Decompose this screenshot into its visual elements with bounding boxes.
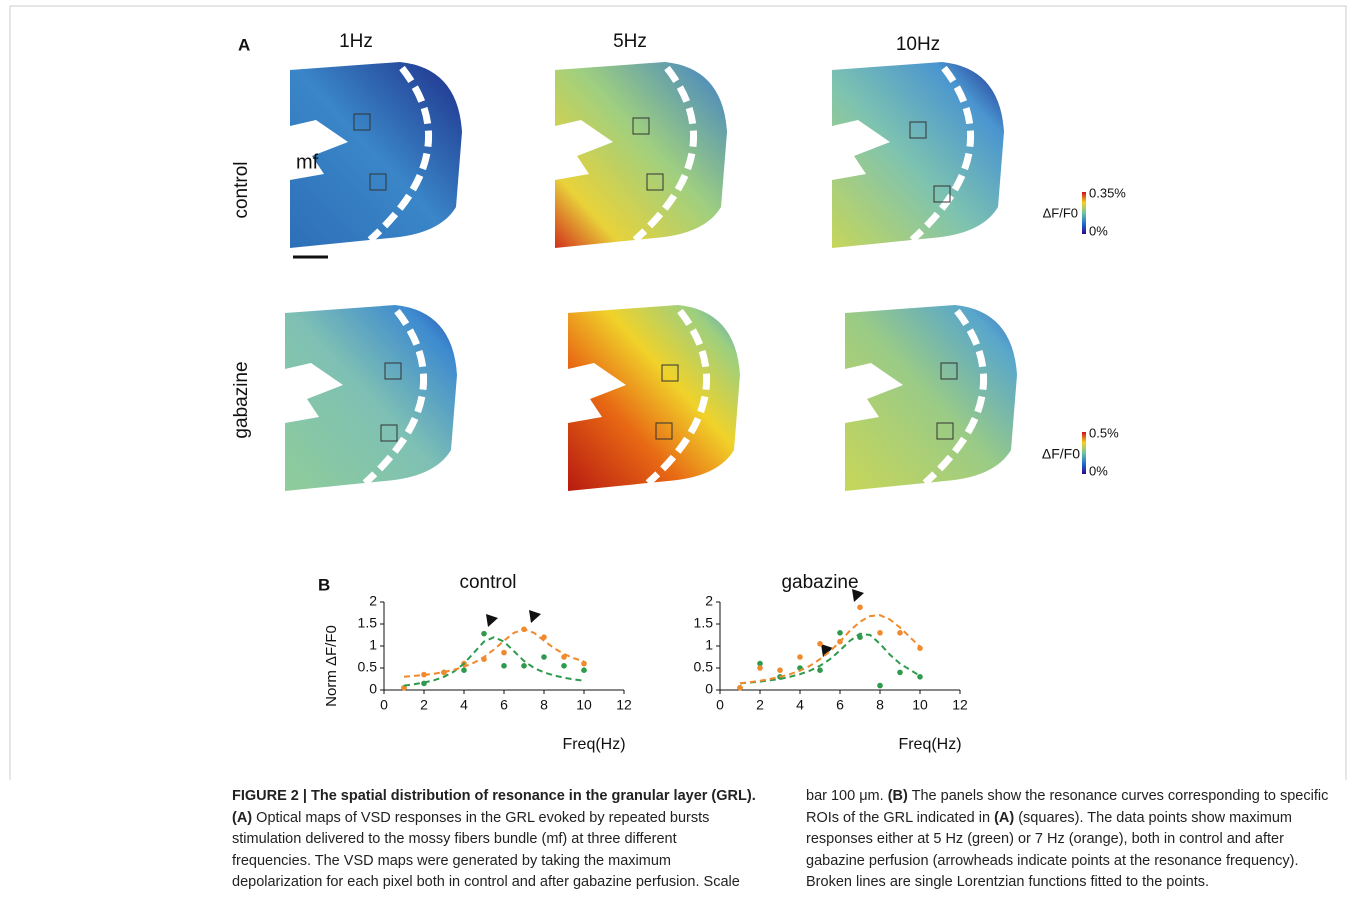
y-tick-label: 1 <box>705 637 713 653</box>
maps <box>285 62 1017 491</box>
x-tick-label: 10 <box>576 697 592 713</box>
figure: A 1Hz 5Hz 10Hz control gabazine mf 0.35%… <box>9 5 1347 780</box>
panel-label: B <box>318 575 330 594</box>
y-tick-label: 0.5 <box>694 659 714 675</box>
data-point <box>737 685 743 691</box>
y-tick-label: 2 <box>369 593 377 609</box>
caption-text: (A) <box>994 809 1015 826</box>
x-axis-label: Freq(Hz) <box>898 736 961 753</box>
data-point <box>501 649 507 656</box>
caption-text: (squares). The data points show maximum … <box>806 809 1299 891</box>
y-axis-label: Norm ΔF/F0 <box>323 625 340 707</box>
data-point <box>817 667 823 673</box>
colorbar-min: 0% <box>1089 463 1108 478</box>
data-point <box>521 663 527 669</box>
colorbar-min: 0% <box>1089 223 1108 238</box>
data-point <box>581 667 587 673</box>
y-tick-label: 2 <box>705 593 713 609</box>
caption-text: The panels show the resonance curves cor… <box>806 788 1329 826</box>
y-tick-label: 1.5 <box>694 615 714 631</box>
y-tick-label: 1.5 <box>358 615 378 631</box>
colorbar <box>1082 192 1086 234</box>
colorbar-label: ΔF/F0 <box>1042 446 1080 462</box>
data-point <box>501 663 507 669</box>
colorbar-max: 0.5% <box>1089 425 1119 440</box>
map <box>285 305 457 491</box>
x-tick-label: 2 <box>420 697 428 713</box>
caption-text: (B) <box>887 788 908 804</box>
map <box>832 62 1004 248</box>
data-point <box>757 660 763 667</box>
map <box>555 62 727 248</box>
x-tick-label: 2 <box>756 697 764 713</box>
y-tick-label: 0 <box>705 681 713 697</box>
frame <box>9 5 1347 780</box>
column-label: 10Hz <box>896 34 940 55</box>
data-point <box>581 660 587 667</box>
x-tick-label: 12 <box>616 697 632 713</box>
x-tick-label: 0 <box>716 697 724 713</box>
y-tick-label: 0.5 <box>358 659 378 675</box>
x-tick-label: 0 <box>380 697 388 713</box>
caption-text: FIGURE 2 | The spatial distribution of r… <box>232 788 756 804</box>
data-point <box>837 630 843 636</box>
data-point <box>777 667 783 673</box>
fit-line <box>739 614 921 685</box>
x-tick-label: 4 <box>796 697 804 713</box>
x-tick-label: 8 <box>876 697 884 713</box>
arrowheads <box>486 589 864 657</box>
data-point <box>877 630 883 636</box>
caption-text: (A) <box>232 809 253 826</box>
data-point <box>877 682 883 689</box>
caption-text: Optical maps of VSD responses in the GRL… <box>232 788 888 890</box>
data-point <box>757 665 763 671</box>
colorbar-label: ΔF/F0 <box>1043 205 1078 220</box>
x-tick-label: 4 <box>460 697 468 713</box>
x-tick-label: 12 <box>952 697 968 713</box>
data-point <box>797 654 803 660</box>
fit-line <box>403 636 585 687</box>
fit-line <box>403 628 585 678</box>
data-point <box>917 674 923 680</box>
y-tick-label: 1 <box>369 637 377 653</box>
map <box>568 305 740 491</box>
x-tick-label: 6 <box>836 697 844 713</box>
map <box>290 62 462 248</box>
colorbar <box>1082 432 1086 474</box>
colorbar-max: 0.35% <box>1089 185 1126 200</box>
y-tick-label: 0 <box>369 681 377 697</box>
x-tick-label: 8 <box>540 697 548 713</box>
column-label: 1Hz <box>339 31 373 52</box>
data-point <box>561 663 567 669</box>
map <box>845 305 1017 491</box>
x-axis-label: Freq(Hz) <box>562 736 625 753</box>
data-point <box>817 641 823 647</box>
row-label: gabazine <box>231 361 252 438</box>
mf-label: mf <box>296 151 319 173</box>
row-label: control <box>231 161 252 218</box>
x-tick-label: 10 <box>912 697 928 713</box>
fit-line <box>739 632 921 685</box>
chart-title: control <box>459 572 516 593</box>
caption: FIGURE 2 | The spatial distribution of r… <box>232 786 1332 894</box>
data-point <box>857 604 863 611</box>
data-point <box>897 669 903 676</box>
data-point <box>541 654 547 660</box>
data-point <box>481 630 487 637</box>
data-point <box>897 630 903 636</box>
x-tick-label: 6 <box>500 697 508 713</box>
column-label: 5Hz <box>613 31 647 52</box>
chart-title: gabazine <box>781 572 858 593</box>
panel-label: A <box>238 35 250 54</box>
data-point <box>461 667 467 673</box>
